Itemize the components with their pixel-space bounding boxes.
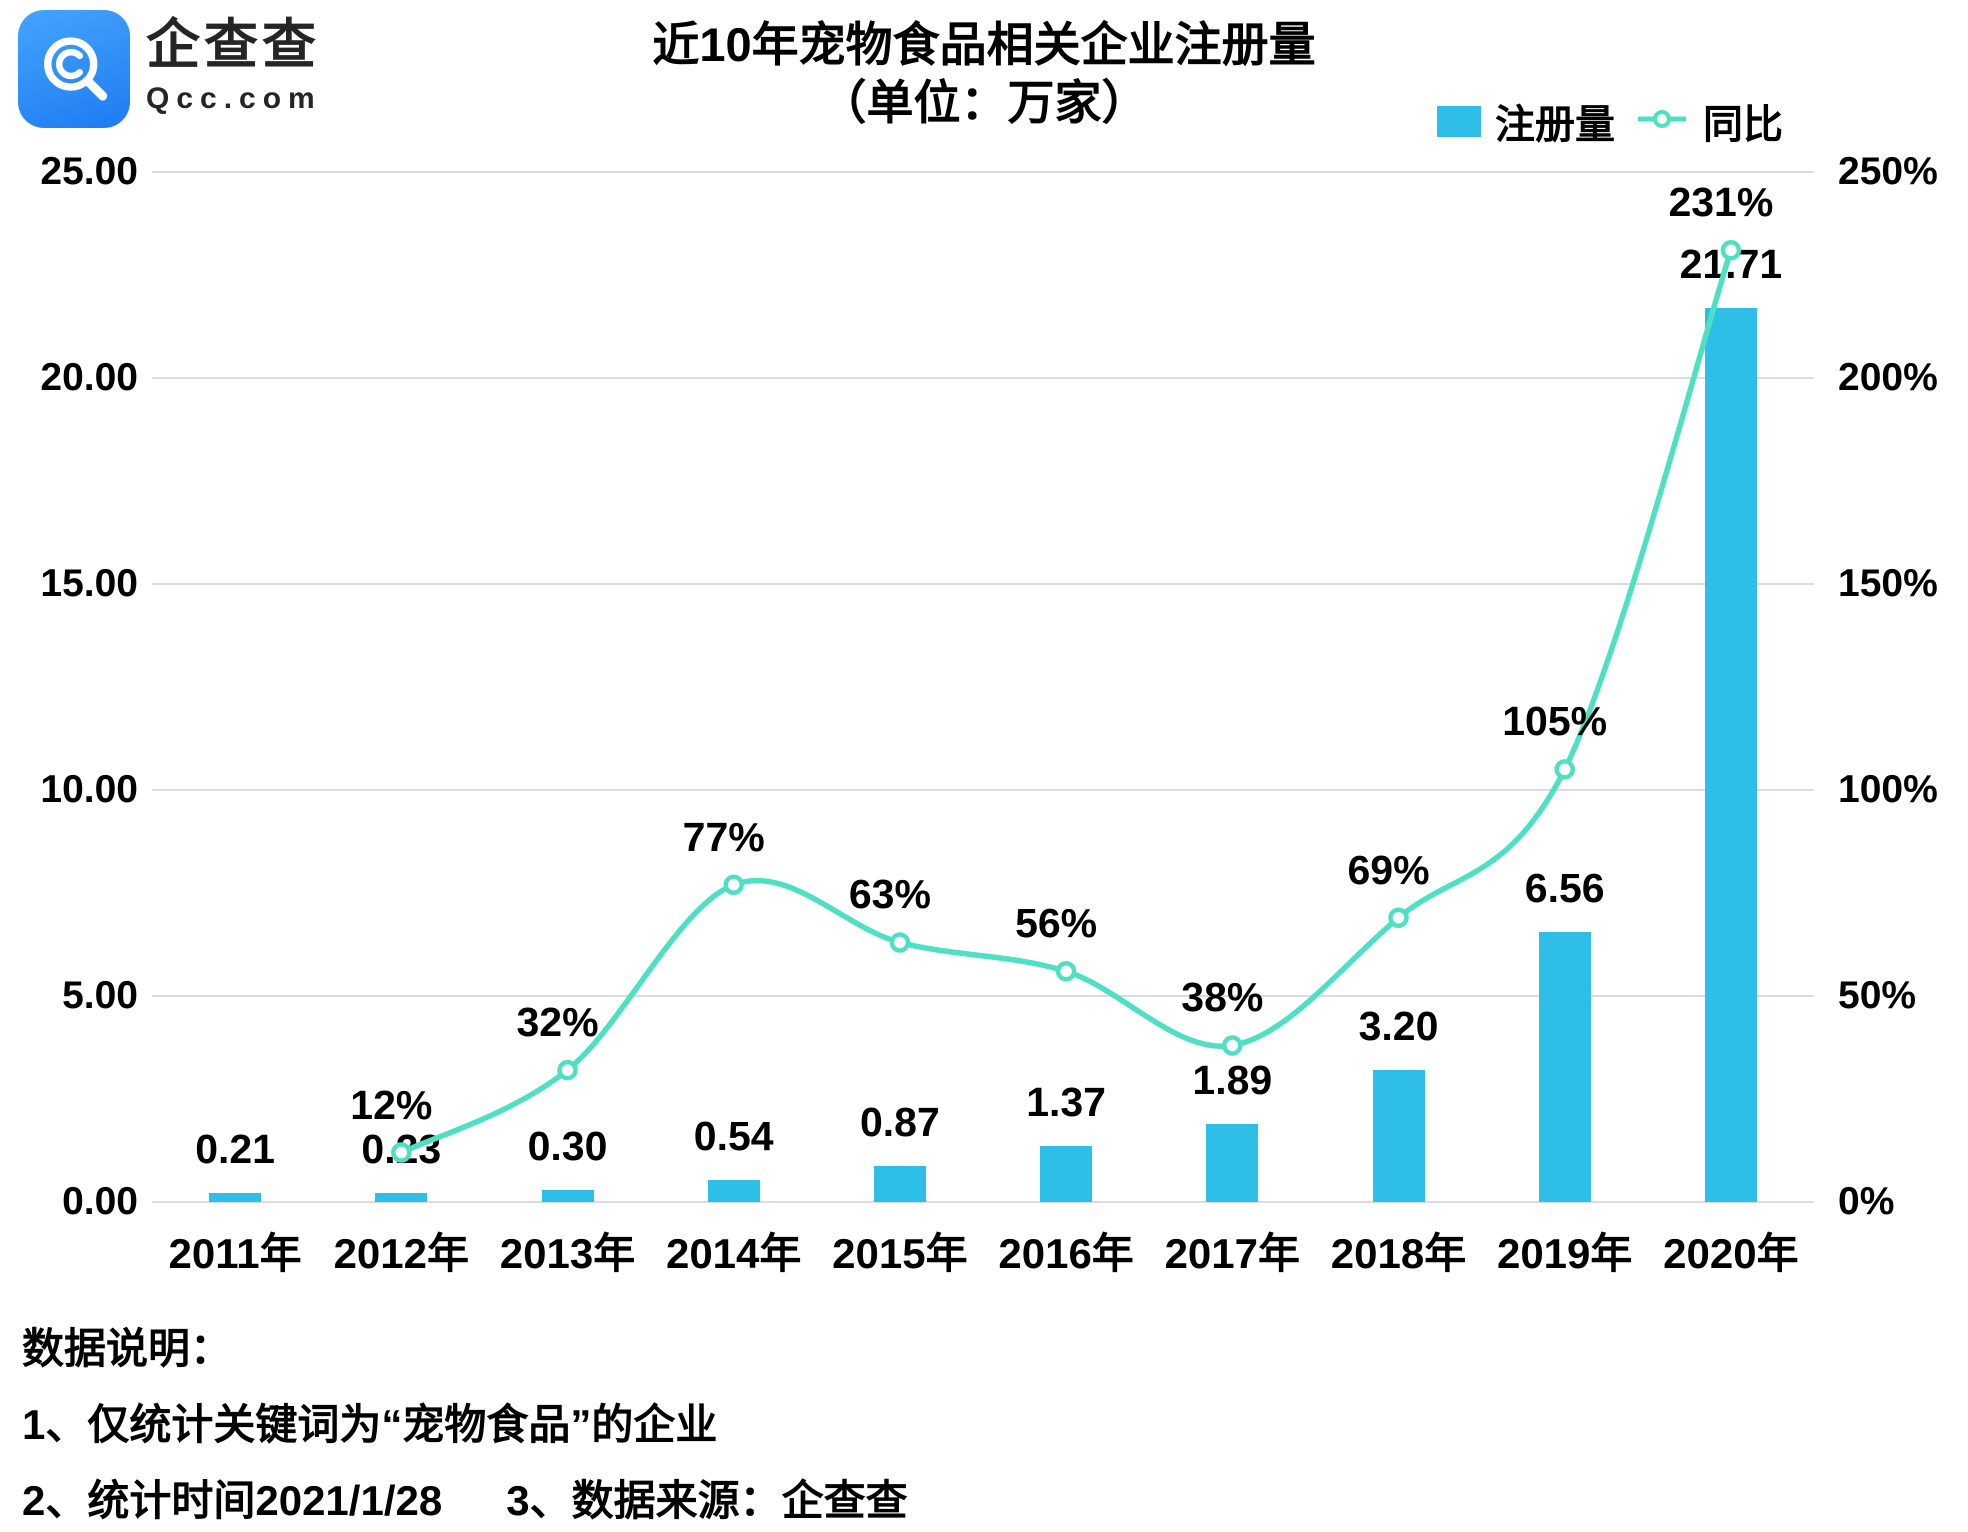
bar	[541, 1189, 594, 1202]
line-marker	[1222, 1035, 1243, 1056]
bar-value-label: 3.20	[1358, 1003, 1439, 1050]
gridline	[152, 1201, 1814, 1203]
growth-value-label: 38%	[1181, 974, 1264, 1021]
bar-value-label: 1.37	[1026, 1078, 1106, 1125]
x-axis-label: 2018年	[1330, 1230, 1467, 1277]
bar	[873, 1166, 926, 1202]
brand-name-cn: 企查查	[146, 15, 320, 75]
growth-value-label: 69%	[1347, 846, 1430, 893]
gridline	[152, 995, 1814, 997]
growth-line-chart	[391, 240, 1742, 1163]
footer-note-2: 2、统计时间2021/1/28 3、数据来源：企查查	[22, 1474, 908, 1528]
x-axis-label: 2017年	[1164, 1230, 1300, 1277]
chart-legend: 注册量 同比	[1437, 92, 1783, 150]
legend-bar-label: 注册量	[1495, 103, 1615, 147]
qcc-logo: 企查查 Qcc.com	[18, 10, 322, 128]
growth-value-label: 63%	[848, 871, 931, 918]
y-axis-right-tick: 50%	[1838, 974, 1917, 1017]
magnifier-q-icon	[44, 37, 108, 101]
chart-subtitle: （单位：万家）	[819, 76, 1149, 129]
footer-heading: 数据说明：	[22, 1325, 233, 1372]
y-axis-right-tick: 250%	[1838, 150, 1938, 193]
bar	[1704, 307, 1757, 1202]
x-axis-label: 2014年	[665, 1230, 802, 1277]
y-axis-right-tick: 150%	[1838, 562, 1938, 605]
footer-note-1: 1、仅统计关键词为“宠物食品”的企业	[22, 1401, 718, 1448]
bar-value-label: 6.56	[1524, 864, 1605, 911]
x-axis-label: 2013年	[499, 1230, 636, 1277]
growth-value-label: 12%	[350, 1081, 433, 1128]
growth-value-label: 77%	[682, 813, 765, 860]
x-axis-label: 2016年	[998, 1230, 1134, 1277]
gridline	[152, 789, 1814, 791]
bar	[707, 1179, 760, 1202]
bar	[1372, 1070, 1425, 1202]
y-axis-left-tick: 10.00	[40, 768, 138, 811]
brand-name-en: Qcc.com	[146, 82, 322, 115]
y-axis-right-tick: 100%	[1838, 768, 1938, 811]
bar	[1206, 1124, 1259, 1202]
bar-value-label: 0.87	[859, 1099, 940, 1146]
growth-line	[398, 247, 1734, 1156]
title-block: 近10年宠物食品相关企业注册量 （单位：万家）	[652, 16, 1315, 132]
qcc-logo-icon	[18, 10, 130, 128]
qcc-logo-text: 企查查 Qcc.com	[146, 10, 322, 116]
y-axis-left-tick: 25.00	[40, 150, 138, 193]
y-axis-left-tick: 20.00	[40, 356, 138, 399]
gridline	[152, 171, 1814, 173]
bar-value-label: 0.30	[527, 1122, 608, 1169]
line-marker	[889, 932, 911, 953]
x-axis-label: 2015年	[832, 1230, 968, 1277]
growth-value-label: 56%	[1015, 900, 1098, 947]
line-marker	[391, 1142, 412, 1163]
y-axis-left-tick: 0.00	[62, 1180, 138, 1223]
line-marker	[1554, 759, 1575, 780]
legend-line-label: 同比	[1703, 103, 1783, 147]
growth-value-label: 231%	[1668, 179, 1774, 226]
legend-line-marker-icon	[1637, 107, 1687, 136]
line-marker	[1055, 961, 1077, 982]
line-marker	[723, 874, 744, 896]
line-marker	[1720, 240, 1742, 261]
y-axis-right-tick: 0%	[1838, 1180, 1895, 1223]
gridline	[152, 377, 1814, 379]
growth-value-label: 105%	[1502, 698, 1608, 745]
y-axis-left-tick: 5.00	[62, 974, 138, 1017]
growth-value-label: 32%	[516, 999, 599, 1046]
x-axis-label: 2019年	[1496, 1230, 1633, 1277]
bar	[375, 1192, 428, 1202]
bar	[209, 1193, 262, 1202]
line-marker	[1388, 907, 1409, 928]
y-axis-left-tick: 15.00	[40, 562, 138, 605]
x-axis-label: 2020年	[1663, 1230, 1799, 1277]
legend-bar-swatch	[1437, 105, 1481, 137]
y-axis-right-tick: 200%	[1838, 356, 1938, 399]
bar	[1538, 931, 1591, 1202]
bar	[1040, 1145, 1093, 1202]
gridline	[152, 583, 1814, 585]
x-axis-label: 2011年	[168, 1230, 302, 1277]
bar-value-label: 0.54	[693, 1112, 774, 1159]
x-axis-label: 2012年	[333, 1230, 469, 1277]
line-marker	[557, 1059, 578, 1081]
chart-title: 近10年宠物食品相关企业注册量	[652, 18, 1316, 71]
bar-value-label: 1.89	[1192, 1057, 1273, 1104]
footer-note-2b: 3、数据来源：企查查	[506, 1477, 908, 1524]
footer-note-2a: 2、统计时间2021/1/28	[22, 1477, 443, 1524]
bar-value-label: 0.21	[195, 1126, 275, 1173]
